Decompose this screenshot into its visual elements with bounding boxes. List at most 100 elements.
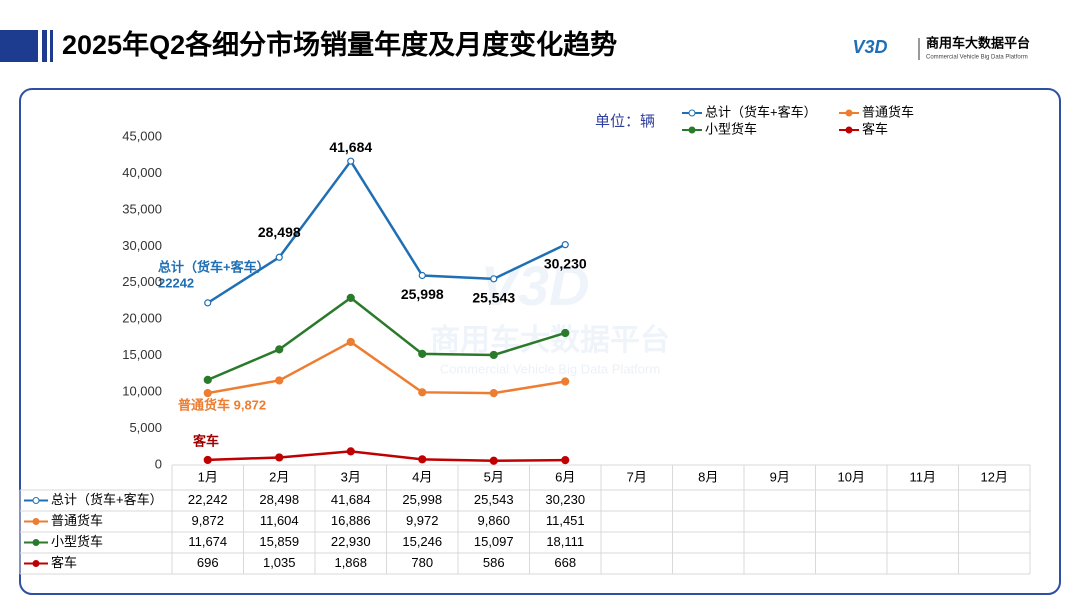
table-row-label: 小型货车 (51, 534, 103, 549)
table-cell: 28,498 (259, 492, 299, 507)
annotation: 总计（货车+客车） (158, 259, 270, 274)
table-cell: 1,035 (263, 555, 296, 570)
point (418, 455, 427, 464)
point (346, 337, 355, 347)
x-tick-label: 11月 (910, 469, 937, 484)
point (203, 455, 212, 465)
annotation: 22242 (158, 275, 194, 290)
table-cell: 25,998 (402, 492, 442, 507)
watermark: 商用车大数据平台 (430, 323, 670, 357)
point (204, 299, 212, 307)
legend-swatch (845, 126, 853, 134)
logo-mark: V3D (852, 37, 887, 57)
header-bar (42, 30, 47, 62)
data-label: 25,998 (401, 286, 444, 302)
series-line (207, 450, 566, 462)
y-tick-label: 30,000 (122, 238, 162, 253)
point (561, 456, 570, 465)
header-bar (50, 30, 53, 62)
table-cell: 15,246 (402, 534, 442, 549)
table-swatch (32, 539, 40, 546)
x-tick-label: 1月 (198, 469, 218, 484)
table-swatch (32, 497, 40, 504)
point (418, 271, 426, 280)
point (489, 350, 498, 360)
x-tick-label: 7月 (627, 469, 647, 484)
watermark: Commercial Vehicle Big Data Platform (440, 361, 660, 376)
point (275, 253, 283, 261)
legend-label: 小型货车 (705, 121, 757, 136)
data-label: 30,230 (544, 255, 587, 271)
point (275, 453, 284, 462)
x-tick-label: 4月 (412, 469, 432, 484)
y-tick-label: 45,000 (122, 128, 162, 143)
table-cell: 668 (554, 555, 576, 570)
table-cell: 11,604 (260, 513, 299, 528)
table-cell: 15,097 (474, 534, 514, 549)
unit-label: 单位：辆 (595, 113, 655, 130)
point (561, 328, 570, 338)
table-cell: 696 (197, 555, 219, 570)
y-tick-label: 10,000 (122, 384, 162, 399)
point (347, 157, 355, 165)
legend-label: 客车 (862, 121, 888, 136)
y-tick-label: 15,000 (122, 347, 162, 362)
table-cell: 15,859 (259, 534, 299, 549)
legend-swatch (688, 126, 696, 134)
table-cell: 586 (483, 555, 505, 570)
annotation: 客车 (193, 433, 219, 448)
series-line (207, 340, 566, 395)
table-cell: 18,111 (546, 534, 584, 549)
x-tick-label: 3月 (341, 469, 361, 484)
logo-subtitle: Commercial Vehicle Big Data Platform (926, 55, 1028, 61)
table-cell: 25,543 (474, 492, 514, 507)
y-tick-label: 5,000 (129, 420, 162, 435)
point (275, 345, 284, 354)
x-tick-label: 10月 (838, 469, 865, 484)
x-tick-label: 6月 (555, 469, 575, 484)
legend-swatch (688, 109, 696, 117)
series-line (207, 296, 566, 382)
table-cell: 9,972 (406, 513, 439, 528)
logo-name: 商用车大数据平台 (926, 35, 1030, 50)
table-cell: 22,242 (188, 492, 228, 507)
x-tick-label: 5月 (484, 469, 504, 484)
point (561, 241, 569, 249)
table-row-label: 普通货车 (51, 513, 103, 528)
panel (19, 88, 1061, 595)
point (490, 275, 498, 283)
y-tick-label: 0 (155, 456, 162, 471)
table-cell: 30,230 (545, 492, 585, 507)
annotation: 普通货车 9,872 (178, 397, 266, 412)
y-tick-label: 35,000 (122, 201, 162, 216)
table-cell: 1,868 (334, 555, 367, 570)
point (346, 447, 355, 456)
table-cell: 41,684 (331, 492, 371, 507)
table-cell: 11,674 (188, 534, 227, 549)
y-tick-label: 40,000 (122, 165, 162, 180)
table-cell: 16,886 (331, 513, 371, 528)
point (489, 389, 498, 398)
x-tick-label: 8月 (698, 469, 718, 484)
table-row-label: 总计（货车+客车） (51, 492, 163, 507)
table-cell: 780 (411, 555, 433, 570)
point (561, 377, 570, 386)
table-cell: 11,451 (546, 513, 585, 528)
legend-swatch (845, 109, 853, 117)
table-swatch (32, 560, 40, 567)
legend-label: 总计（货车+客车） (705, 104, 817, 119)
y-tick-label: 20,000 (122, 311, 162, 326)
point (275, 376, 284, 385)
x-tick-label: 12月 (981, 469, 1008, 484)
y-tick-label: 25,000 (122, 274, 162, 289)
chart-title: 2025年Q2各细分市场销量年度及月度变化趋势 (62, 29, 617, 60)
watermark: V3D (481, 254, 590, 317)
table-row-label: 客车 (51, 555, 77, 570)
series-line (207, 158, 566, 304)
table-cell: 22,930 (331, 534, 371, 549)
header-bar (0, 30, 38, 62)
point (346, 293, 355, 302)
point (489, 456, 498, 465)
point (418, 388, 427, 397)
x-tick-label: 2月 (269, 469, 289, 484)
